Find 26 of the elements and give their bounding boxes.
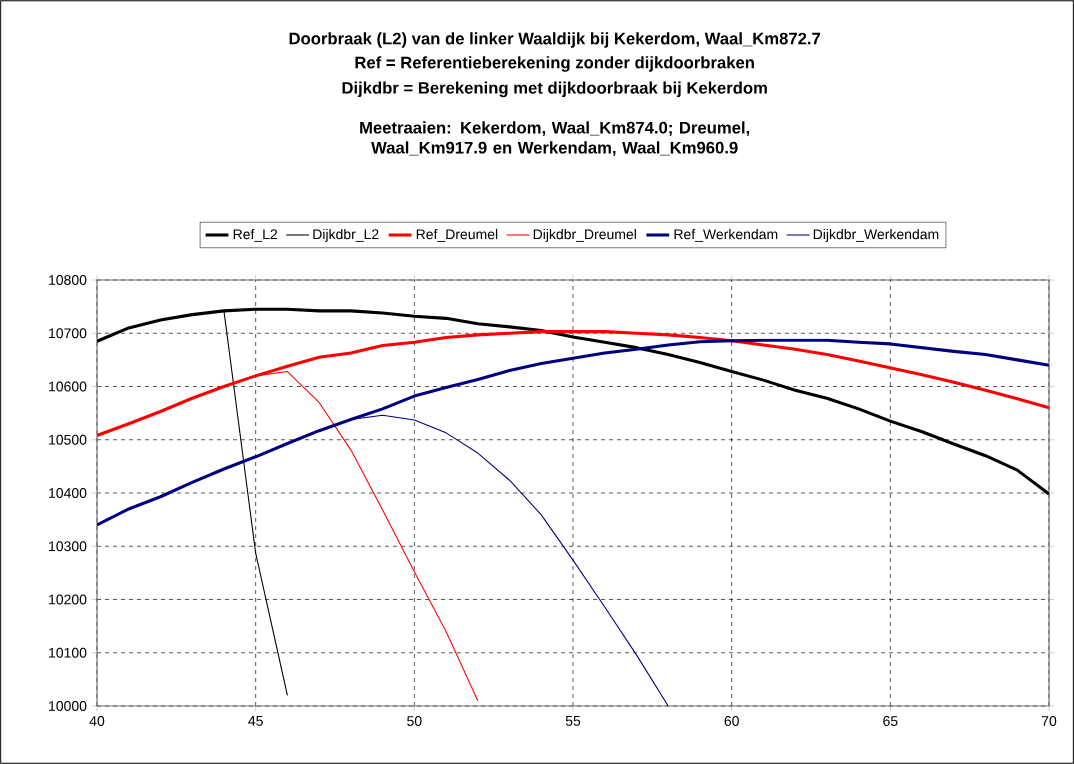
y-tick-label: 10200 xyxy=(49,594,87,605)
x-tick-label: 50 xyxy=(407,716,422,726)
x-tick-label: 60 xyxy=(724,716,739,726)
y-tick-label: 10400 xyxy=(49,488,87,498)
x-tick-label: 70 xyxy=(1041,716,1057,726)
text: Dijkdbr = Berekening met dijkdoorbraak bij Kekerdom xyxy=(342,81,767,98)
y-tick-label: 10000 xyxy=(49,701,87,711)
x-tick-label: 55 xyxy=(565,716,581,726)
x-tick-label: 40 xyxy=(89,716,105,726)
legend-label: Dijkdbr_Dreumel xyxy=(533,228,636,242)
chart-subtitle: Ref = Referentieberekening zonder dijkdoorbraken xyxy=(355,56,754,72)
y-tick-label: 10100 xyxy=(49,647,87,658)
text: Meetraaien: Kekerdom, Waal_Km874.0; Dreumel, Waal_Km917.9 en Werkendam, Waal_Km960.9 xyxy=(360,121,750,156)
legend-label: Ref_L2 xyxy=(233,228,278,242)
y-tick-label: 10300 xyxy=(49,541,87,552)
legend-label: Ref_Dreumel xyxy=(416,228,498,242)
y-tick-label: 10600 xyxy=(49,381,87,392)
x-tick-label: 65 xyxy=(883,716,898,726)
x-tick-label: 45 xyxy=(248,716,263,726)
chart-title: Doorbraak (L2) van de linker Waaldijk bij Kekerdom, Waal_Km872.7 xyxy=(289,32,821,48)
y-tick-label: 10800 xyxy=(49,275,87,285)
y-tick-label: 10700 xyxy=(49,328,87,339)
legend-label: Dijkdbr_Werkendam xyxy=(813,228,939,242)
legend-label: Ref_Werkendam xyxy=(674,228,778,242)
y-tick-label: 10500 xyxy=(49,434,87,445)
legend-label: Dijkdbr_L2 xyxy=(313,228,379,242)
